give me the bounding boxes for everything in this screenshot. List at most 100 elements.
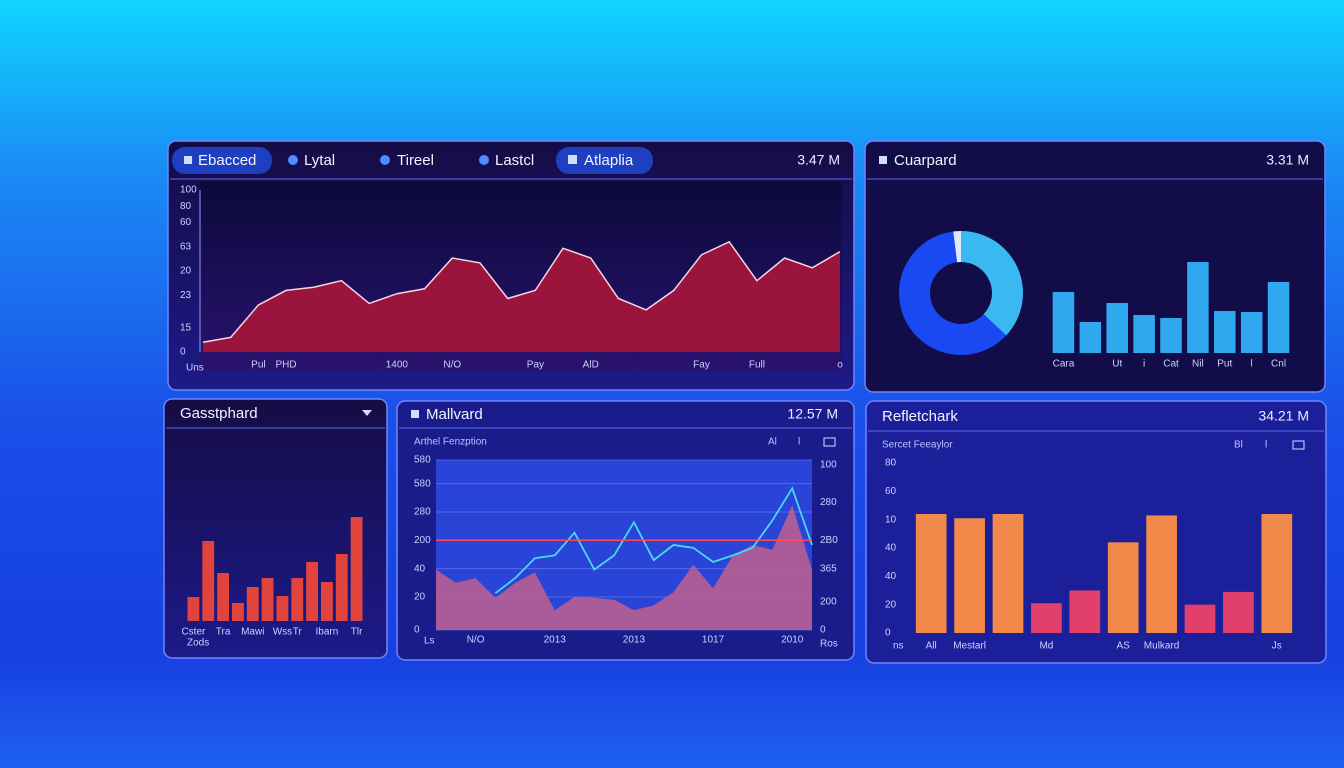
bar bbox=[261, 578, 274, 621]
bar bbox=[276, 596, 289, 621]
y-tick-label: 80 bbox=[885, 458, 897, 469]
bar bbox=[335, 554, 348, 621]
tab[interactable]: Lytal bbox=[304, 152, 335, 169]
x-tick-label: Full bbox=[749, 360, 765, 371]
tab[interactable]: Lastcl bbox=[495, 152, 534, 169]
bar bbox=[1184, 604, 1216, 633]
x-tick-label: N/O bbox=[443, 360, 461, 371]
toolbar-item[interactable]: l bbox=[798, 437, 800, 448]
y2-tick-label: 200 bbox=[820, 596, 837, 607]
x-tick-label: Ut bbox=[1112, 359, 1122, 370]
tab[interactable]: Tireel bbox=[397, 152, 434, 169]
y2-tick-label: 365 bbox=[820, 563, 837, 574]
tab[interactable]: Atlaplia bbox=[584, 152, 634, 169]
bar bbox=[1107, 542, 1139, 633]
x-tick-label: Cara bbox=[1053, 359, 1075, 370]
x-tick-label: Tlr bbox=[351, 627, 363, 638]
tab-icon bbox=[568, 155, 577, 164]
header-value: 12.57 M bbox=[787, 406, 838, 422]
panel-title: Cuarpard bbox=[894, 152, 957, 169]
donut-slice bbox=[961, 230, 1024, 336]
x-tick-label: Mawi bbox=[241, 627, 264, 638]
toolbar-icon[interactable] bbox=[823, 437, 836, 447]
panel-title: Gasstphard bbox=[180, 405, 258, 422]
x-tick-label: PHD bbox=[276, 360, 297, 371]
tab[interactable]: Ebacced bbox=[198, 152, 256, 169]
bar bbox=[1146, 515, 1177, 633]
x-tick-label: 1017 bbox=[702, 635, 725, 646]
area-outline bbox=[202, 240, 841, 344]
toolbar-item[interactable]: Al bbox=[768, 437, 777, 448]
bar bbox=[954, 518, 985, 633]
bar bbox=[992, 514, 1024, 633]
line bbox=[494, 486, 813, 594]
y-tick-label: 20 bbox=[885, 599, 897, 610]
x-tick-label: Mulkard bbox=[1144, 641, 1180, 652]
x-tick-label: l bbox=[1251, 359, 1253, 370]
x-tick-label: Fay bbox=[693, 360, 710, 371]
tab-pill-active[interactable] bbox=[172, 147, 272, 174]
y2-axis-label: Ros bbox=[820, 639, 838, 650]
x-tick-label: Cster bbox=[181, 627, 206, 638]
toolbar-item[interactable]: Bl bbox=[1234, 440, 1243, 451]
toolbar-item[interactable]: l bbox=[1265, 440, 1267, 451]
x-tick-label: Wss bbox=[273, 627, 292, 638]
area bbox=[436, 505, 812, 630]
x-axis-label: Zods bbox=[187, 638, 209, 649]
bar bbox=[1069, 590, 1101, 633]
y-tick-label: 10 bbox=[885, 514, 897, 525]
dropdown-caret[interactable] bbox=[362, 410, 372, 416]
x-tick-label: All bbox=[926, 641, 937, 652]
donut-slice bbox=[953, 231, 961, 263]
x-tick-label: Tr bbox=[293, 627, 303, 638]
bar bbox=[1106, 303, 1128, 353]
y-tick-label: 60 bbox=[180, 217, 192, 228]
tab-pill-active[interactable] bbox=[556, 147, 653, 174]
y-tick-label: 20 bbox=[180, 266, 192, 277]
y-tick-label: 580 bbox=[414, 455, 431, 466]
bar bbox=[1133, 315, 1155, 353]
header-value: 3.31 M bbox=[1266, 152, 1309, 168]
bar bbox=[306, 562, 319, 621]
tab-icon bbox=[380, 155, 390, 165]
bar bbox=[1187, 262, 1209, 353]
y2-tick-label: 100 bbox=[820, 459, 837, 470]
x-tick-label: N/O bbox=[467, 635, 485, 646]
tab-icon bbox=[184, 156, 192, 164]
y-tick-label: 40 bbox=[414, 563, 426, 574]
toolbar-icon[interactable] bbox=[1292, 440, 1305, 450]
x-axis-label: Uns bbox=[186, 363, 204, 374]
x-tick-label: Pay bbox=[527, 360, 544, 371]
bar bbox=[217, 573, 230, 621]
bar bbox=[320, 582, 333, 621]
x-tick-label: o bbox=[837, 360, 843, 371]
x-tick-label: i bbox=[1143, 359, 1145, 370]
x-tick-label: Mestarl bbox=[953, 641, 986, 652]
x-tick-label: 2013 bbox=[544, 635, 567, 646]
header-value: 34.21 M bbox=[1258, 408, 1309, 424]
y-tick-label: 63 bbox=[180, 241, 192, 252]
y2-tick-label: 2B0 bbox=[820, 535, 838, 546]
panel-subtitle: Sercet Feeaylor bbox=[882, 440, 953, 451]
bar bbox=[1031, 603, 1062, 633]
x-tick-label: Cnl bbox=[1271, 359, 1286, 370]
x-axis-label: ns bbox=[893, 641, 904, 652]
header-value: 3.47 M bbox=[797, 152, 840, 168]
y-tick-label: 23 bbox=[180, 290, 192, 301]
x-tick-label: Cat bbox=[1163, 359, 1179, 370]
x-tick-label: AlD bbox=[583, 360, 599, 371]
panel-title: Refletchark bbox=[882, 408, 958, 425]
y-tick-label: 40 bbox=[885, 571, 897, 582]
bar bbox=[1267, 282, 1290, 353]
panel-title: Mallvard bbox=[426, 406, 483, 423]
panel-subtitle: Arthel Fenzption bbox=[414, 437, 487, 448]
x-tick-label: Ibarn bbox=[316, 627, 339, 638]
x-tick-label: AS bbox=[1117, 641, 1131, 652]
bar bbox=[1261, 514, 1293, 633]
bar bbox=[246, 587, 259, 621]
bar bbox=[1079, 322, 1102, 353]
bar bbox=[291, 578, 304, 621]
panel-icon bbox=[879, 156, 887, 164]
x-tick-label: Md bbox=[1039, 641, 1053, 652]
y-tick-label: 20 bbox=[414, 592, 426, 603]
